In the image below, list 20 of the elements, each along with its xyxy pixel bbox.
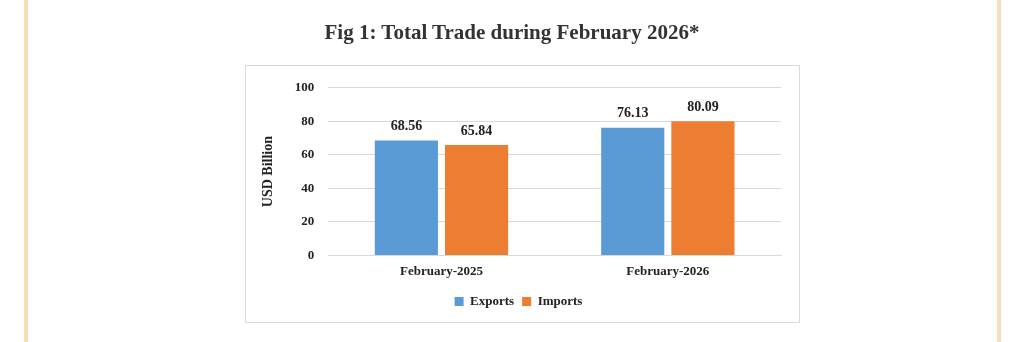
bar — [671, 121, 735, 255]
chart-title: Fig 1: Total Trade during February 2026* — [323, 20, 701, 45]
y-tick-label: 40 — [301, 179, 315, 195]
bar — [374, 140, 438, 255]
y-axis-title: USD Billion — [260, 135, 276, 208]
y-tick-label: 20 — [301, 213, 315, 229]
x-tick-label: February-2026 — [626, 262, 710, 278]
y-tick-label: 60 — [301, 146, 315, 162]
data-label: 65.84 — [460, 122, 493, 138]
x-tick-label: February-2025 — [399, 262, 484, 278]
bar — [601, 127, 665, 255]
y-tick-label: 0 — [307, 246, 315, 262]
y-tick-label: 100 — [294, 79, 315, 95]
legend-label: Exports — [470, 292, 515, 308]
data-label: 80.09 — [687, 98, 719, 114]
y-tick-label: 80 — [301, 112, 315, 128]
legend-label: Imports — [537, 292, 583, 308]
data-label: 76.13 — [616, 105, 649, 121]
bar — [444, 145, 509, 255]
data-label: 68.56 — [390, 118, 423, 134]
